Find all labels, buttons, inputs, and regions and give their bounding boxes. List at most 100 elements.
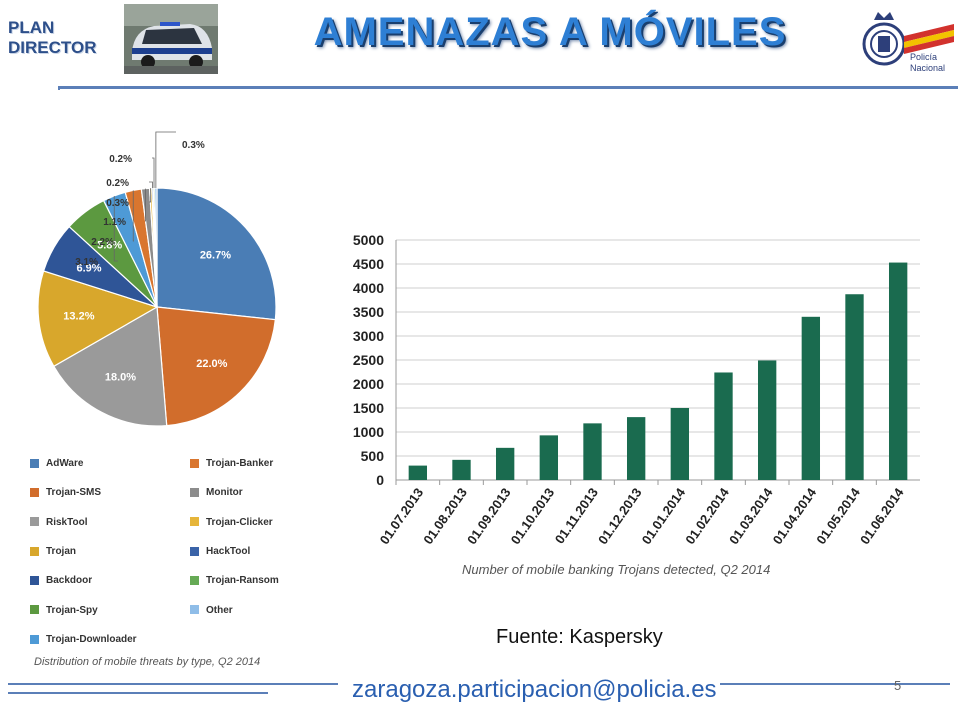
pie-leader-line	[155, 131, 176, 189]
legend-swatch	[30, 488, 39, 498]
y-tick-label: 4500	[353, 256, 384, 272]
pie-slice-trojan-sms	[156, 306, 276, 427]
y-tick-label: 3500	[353, 304, 384, 320]
legend-item: Backdoor	[30, 575, 92, 589]
bar	[408, 465, 428, 480]
header-rule-vertical	[58, 86, 60, 90]
legend-item: HackTool	[190, 546, 250, 560]
bar	[801, 316, 821, 480]
bar-grid	[395, 239, 920, 481]
legend-label: AdWare	[46, 458, 84, 469]
bar	[670, 408, 690, 480]
bar	[626, 417, 646, 480]
pie-slice-risktool	[52, 306, 168, 427]
pie-label: 26.7%	[200, 250, 231, 262]
legend-item: Trojan-Banker	[190, 458, 273, 472]
y-tick-label: 1500	[353, 400, 384, 416]
pie-leader-line	[149, 181, 153, 189]
bar-x-ticks: 01.07.201301.08.201301.09.201301.10.2013…	[377, 480, 907, 547]
pie-chart: 26.7% 22.0% 18.0% 13.2% 6.9% 5.8% 3.1% 2.2% 1.1%…	[37, 131, 277, 427]
pie-label: 13.2%	[63, 310, 94, 322]
pie-label: 0.3%	[182, 140, 205, 151]
legend-label: Trojan-Banker	[206, 458, 274, 469]
pie-label: 2.2%	[91, 237, 114, 248]
y-tick-label: 3000	[353, 328, 384, 344]
y-tick-label: 500	[361, 448, 385, 464]
pie-label: 0.3%	[106, 198, 129, 209]
bar	[888, 262, 908, 480]
pie-leader-line	[132, 190, 134, 242]
bar	[714, 372, 733, 480]
pie-slices	[37, 187, 277, 427]
x-tick-label: 01.06.2014	[857, 484, 907, 547]
slide-header: PLAN DIRECTOR AMENAZAS A MÓVILES Policía…	[0, 0, 960, 90]
x-tick-label: 01.12.2013	[595, 485, 645, 547]
pie-label: 0.2%	[109, 154, 132, 165]
plan-line-1: PLAN	[8, 18, 55, 37]
y-tick-label: 5000	[353, 232, 384, 248]
legend-item: Other	[190, 605, 233, 619]
pie-label: 5.8%	[97, 239, 122, 251]
pie-label: 6.9%	[76, 263, 101, 275]
legend-swatch	[30, 458, 39, 468]
legend-item: Trojan	[30, 546, 76, 560]
x-tick-label: 01.01.2014	[639, 484, 689, 547]
legend-swatch	[190, 605, 199, 615]
slide-title: AMENAZAS A MÓVILES	[313, 10, 787, 54]
legend-swatch	[190, 576, 199, 586]
pie-label: 1.1%	[103, 217, 126, 228]
pie-label: 18.0%	[105, 372, 136, 384]
legend-item: RiskTool	[30, 517, 87, 531]
contact-email[interactable]: zaragoza.participacion@policia.es	[352, 676, 717, 703]
legend-swatch	[30, 546, 39, 556]
legend-label: Trojan-Downloader	[46, 633, 137, 645]
pie-leader-lines	[113, 131, 176, 262]
page-number: 5	[894, 678, 902, 693]
bar-y-ticks: 0 500 1000 1500 2000 2500 3000 3500 4000 4500 5000	[353, 232, 384, 488]
y-tick-label: 4000	[353, 280, 384, 296]
legend-item: Trojan-Downloader	[30, 634, 137, 648]
footer-rule-right	[720, 683, 950, 685]
bar-caption: Number of mobile banking Trojans detecte…	[462, 562, 771, 577]
bar-chart: 0 500 1000 1500 2000 2500 3000 3500 4000 4500 5000…	[353, 232, 920, 547]
legend-label: Trojan-Spy	[46, 604, 98, 616]
pie-labels: 26.7% 22.0% 18.0% 13.2% 6.9% 5.8% 3.1% 2.2% 1.1%…	[63, 140, 231, 384]
bar	[452, 459, 471, 480]
pie-label: 3.1%	[75, 257, 98, 268]
plan-line-2: DIRECTOR	[8, 38, 97, 57]
pie-leader-line	[149, 188, 152, 203]
legend-item: Trojan-Clicker	[190, 517, 273, 531]
pie-label: 0.2%	[106, 178, 129, 189]
legend-swatch	[190, 488, 199, 498]
bar	[583, 423, 602, 480]
header-rule	[58, 86, 958, 89]
bar	[495, 447, 515, 480]
legend-item: Trojan-Spy	[30, 605, 98, 619]
pie-slice-trojan	[37, 270, 159, 368]
legend-swatch	[190, 517, 199, 527]
x-tick-label: 01.05.2014	[813, 484, 863, 547]
pie-slice-adware	[156, 187, 277, 321]
policia-nacional-logo: Policía Nacional	[862, 12, 954, 73]
source-label: Fuente: Kaspersky	[496, 626, 663, 648]
y-tick-label: 2000	[353, 376, 384, 392]
legend-label: Trojan-SMS	[46, 487, 102, 499]
y-tick-label: 0	[376, 472, 384, 488]
legend-item: AdWare	[30, 458, 83, 472]
x-tick-label: 01.09.2013	[464, 485, 514, 547]
legend-swatch	[30, 576, 39, 586]
legend-label: Trojan-Ransom	[206, 575, 279, 587]
pie-leader-line	[152, 157, 155, 189]
legend-label: HackTool	[206, 545, 251, 557]
bar	[757, 360, 777, 480]
logo-text-line-1: Policía	[910, 52, 937, 62]
legend-item: Trojan-Ransom	[190, 575, 279, 589]
police-car-photo	[124, 4, 218, 74]
pie-leader-line	[113, 195, 118, 262]
plan-director-label: PLAN DIRECTOR	[8, 18, 118, 58]
x-tick-label: 01.11.2013	[552, 485, 601, 546]
legend-label: Monitor	[206, 487, 243, 499]
y-tick-label: 2500	[353, 352, 384, 368]
legend-swatch	[190, 458, 199, 468]
x-tick-label: 01.08.2013	[420, 485, 470, 547]
